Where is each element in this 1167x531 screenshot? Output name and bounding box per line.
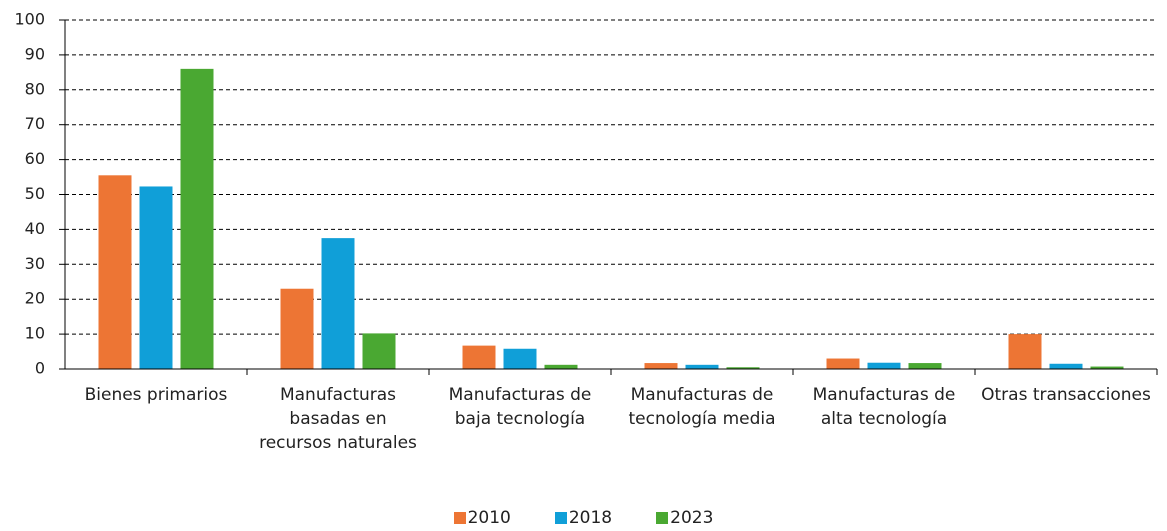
y-tick-label: 80: [25, 79, 45, 98]
bar: [280, 288, 314, 369]
bar: [644, 363, 678, 369]
legend-item: 2023: [656, 508, 713, 528]
y-tick-label: 40: [25, 219, 45, 238]
bar: [462, 345, 496, 369]
x-tick-label: Manufacturas de alta tecnología: [812, 385, 956, 429]
x-tick-label: Manufacturas basadas en recursos natural…: [259, 385, 417, 453]
bar: [685, 364, 719, 369]
bar: [908, 363, 942, 369]
legend: 2010 2018 2023: [0, 508, 1167, 528]
y-tick-label: 20: [25, 289, 45, 308]
x-tick-label: Otras transacciones: [981, 385, 1151, 405]
bar: [826, 358, 860, 369]
y-tick-label: 0: [35, 359, 45, 378]
bar: [139, 186, 173, 369]
y-tick-label: 50: [25, 184, 45, 203]
bar: [1090, 366, 1124, 369]
bar: [1049, 363, 1083, 369]
legend-label: 2023: [670, 508, 714, 528]
bar: [180, 68, 214, 370]
legend-item: 2010: [453, 508, 511, 528]
legend-swatch: [554, 512, 567, 524]
y-tick-label: 30: [25, 254, 45, 273]
bar: [1008, 334, 1042, 369]
y-tick-label: 100: [14, 10, 45, 29]
bar: [98, 175, 132, 369]
y-tick-label: 70: [25, 114, 45, 133]
bar: [726, 367, 760, 369]
legend-swatch: [453, 512, 466, 524]
x-tick-label: Manufacturas de baja tecnología: [448, 385, 592, 429]
x-tick-label: Bienes primarios: [84, 385, 228, 405]
bar: [867, 362, 901, 369]
y-tick-label: 60: [25, 149, 45, 168]
legend-swatch: [656, 512, 669, 524]
legend-item: 2018: [554, 508, 613, 528]
legend-label: 2018: [568, 508, 613, 528]
bar: [503, 348, 537, 369]
x-tick-label: Manufacturas de tecnología media: [628, 385, 776, 429]
legend-label: 2010: [467, 508, 511, 528]
y-tick-label: 10: [25, 324, 45, 343]
y-tick-label: 90: [25, 44, 45, 63]
bar: [544, 364, 578, 369]
bar: [321, 238, 355, 369]
bar: [362, 333, 396, 369]
